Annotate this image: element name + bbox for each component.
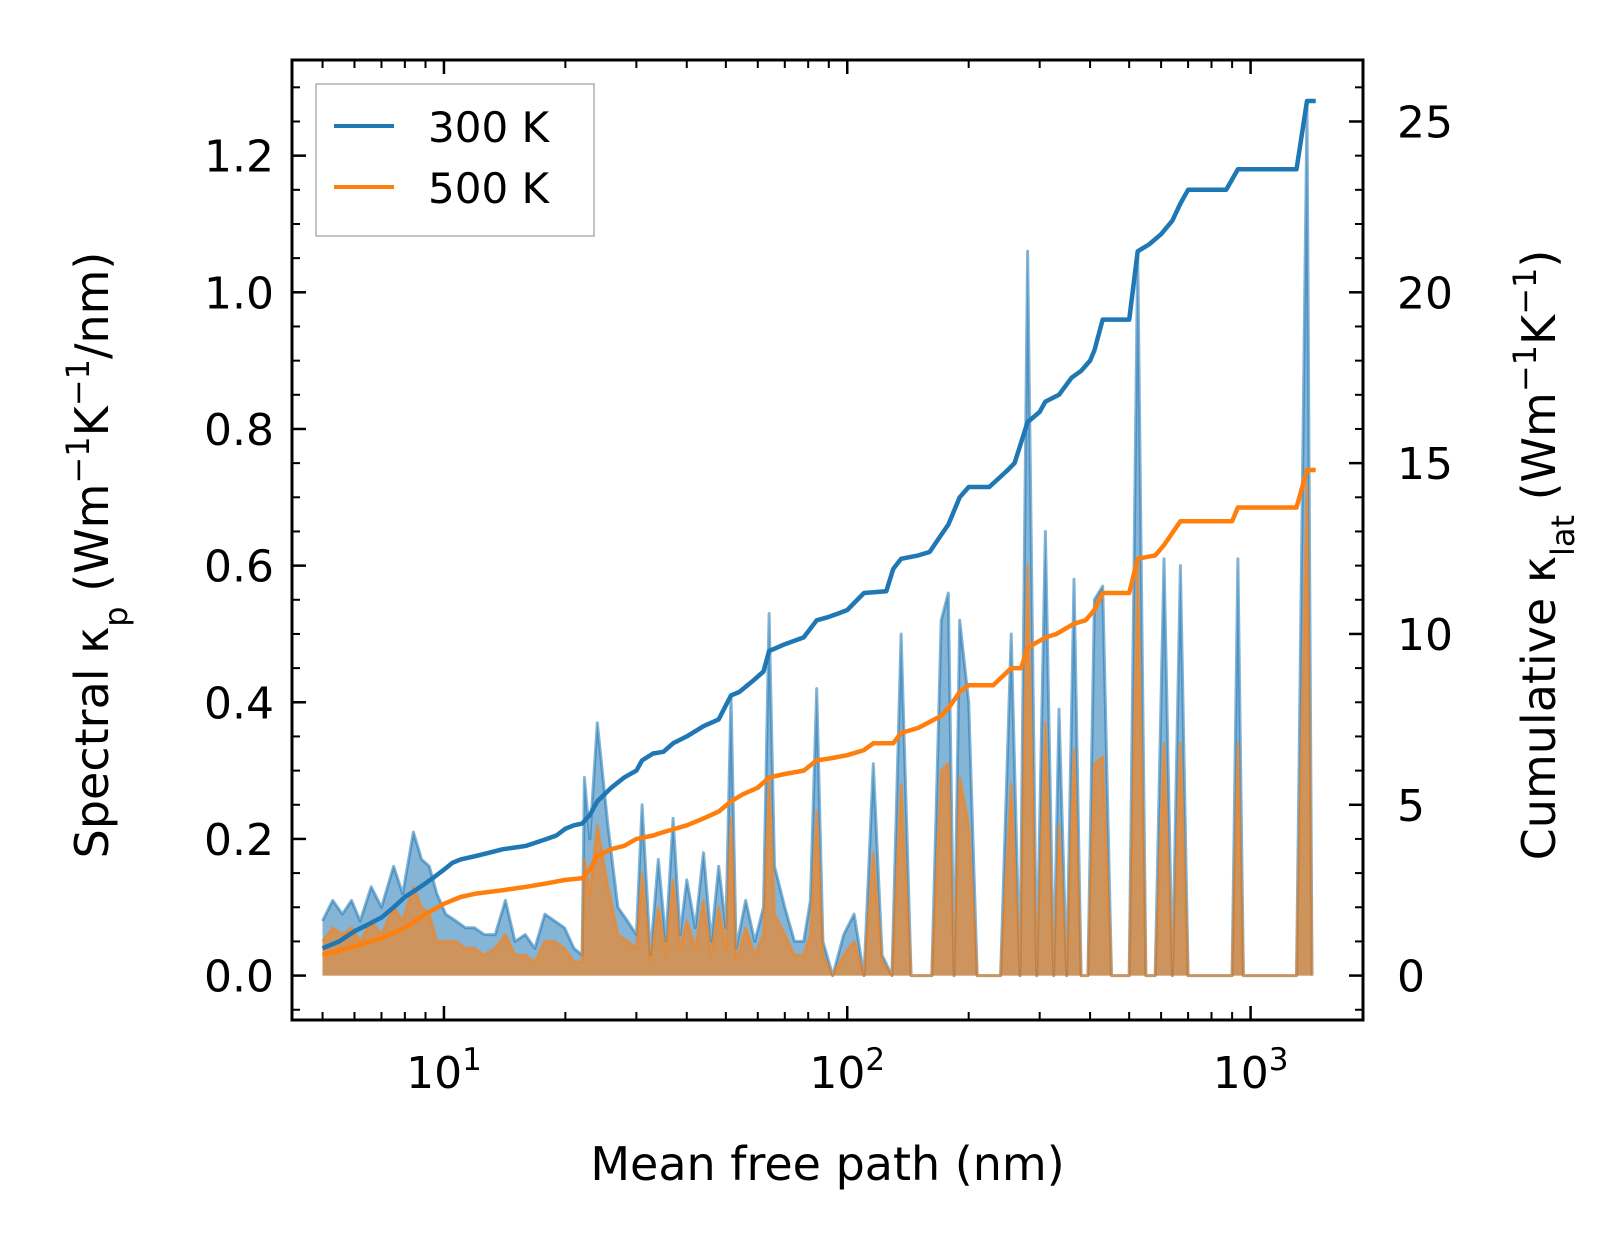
y-left-sub: p — [97, 606, 135, 626]
y-right-tick-label: 5 — [1397, 781, 1425, 832]
y-left-tick-label: 0.0 — [204, 952, 274, 1003]
y-right-sub: lat — [1544, 515, 1582, 556]
y-right-sup1: −1 — [1506, 345, 1544, 392]
spectral-line-500k — [321, 482, 1314, 978]
y-left-tick-label: 1.0 — [204, 268, 274, 319]
y-left-sup2: −1 — [59, 359, 97, 406]
y-left-units-mid: K — [65, 404, 119, 436]
y-right-tick-label: 10 — [1397, 610, 1453, 661]
y-left-tick-label: 0.2 — [204, 815, 274, 866]
y-left-tick-label: 0.4 — [204, 678, 274, 729]
spectral-area-500k — [322, 483, 1312, 976]
y-right-tick-label: 20 — [1397, 268, 1453, 319]
legend-label-500k: 500 K — [428, 164, 551, 213]
y-right-tick-label: 25 — [1397, 97, 1453, 148]
tick-label-layer: 101 102 103 0.0 0.2 0.4 0.6 0.8 1.0 1.2 0 5 10 15 20 25 — [204, 97, 1453, 1099]
x-tick-label: 102 — [809, 1042, 885, 1099]
y-right-tick-label: 0 — [1397, 952, 1425, 1003]
spectral-line-layer — [321, 106, 1314, 978]
x-tick-label: 101 — [406, 1042, 482, 1099]
y-left-sup1: −1 — [59, 436, 97, 483]
y-left-prefix: Spectral κ — [65, 627, 119, 859]
y-left-units-pre: (Wm — [65, 484, 119, 607]
cumulative-line-layer — [321, 98, 1316, 958]
legend-label-300k: 300 K — [428, 103, 551, 152]
spectral-line-300k — [321, 106, 1314, 978]
tick-layer — [292, 60, 1363, 1020]
legend-box — [315, 83, 595, 237]
cumulative-line-500k — [321, 467, 1316, 958]
x-tick-label: 103 — [1213, 1042, 1289, 1099]
y-left-tick-label: 0.8 — [204, 405, 274, 456]
x-axis-label: Mean free path (nm) — [590, 1137, 1064, 1191]
y-left-tick-label: 0.6 — [204, 542, 274, 593]
y-right-tick-label: 15 — [1397, 439, 1453, 490]
y-left-tick-label: 1.2 — [204, 132, 274, 183]
y-right-units-post: ) — [1512, 250, 1566, 268]
axes-frame — [290, 58, 1365, 1022]
y-axis-label-left: Spectral κp (Wm−1K−1/nm) — [59, 252, 135, 859]
y-axis-label-right: Cumulative κlat (Wm−1K−1) — [1506, 250, 1582, 861]
y-right-prefix: Cumulative κ — [1512, 556, 1566, 860]
y-right-sup2: −1 — [1506, 268, 1544, 315]
legend: 300 K 500 K — [315, 83, 595, 237]
y-right-units-pre: (Wm — [1512, 392, 1566, 515]
cumulative-line-300k — [321, 98, 1316, 951]
y-right-units-mid: K — [1512, 313, 1566, 345]
y-left-units-post: /nm) — [65, 252, 119, 359]
